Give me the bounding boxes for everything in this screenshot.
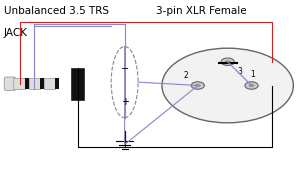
FancyBboxPatch shape bbox=[4, 77, 16, 91]
Bar bbox=[25, 78, 29, 89]
Text: 3-pin XLR Female: 3-pin XLR Female bbox=[156, 6, 247, 16]
Circle shape bbox=[195, 84, 201, 87]
Circle shape bbox=[191, 82, 204, 89]
Bar bbox=[13, 78, 25, 89]
Circle shape bbox=[221, 58, 234, 65]
Circle shape bbox=[245, 82, 258, 89]
Text: 1: 1 bbox=[250, 70, 254, 79]
Circle shape bbox=[162, 48, 293, 123]
Bar bbox=[71, 68, 84, 100]
Text: 2: 2 bbox=[184, 71, 188, 80]
Text: +: + bbox=[121, 97, 129, 107]
Bar bbox=[44, 78, 55, 89]
Bar bbox=[40, 78, 44, 89]
Text: JACK: JACK bbox=[4, 28, 28, 38]
Circle shape bbox=[249, 84, 254, 87]
Bar bbox=[29, 78, 40, 89]
Circle shape bbox=[225, 60, 231, 63]
Bar bbox=[55, 78, 58, 89]
Text: Unbalanced 3.5 TRS: Unbalanced 3.5 TRS bbox=[4, 6, 109, 16]
Text: −: − bbox=[121, 64, 129, 74]
Text: 3: 3 bbox=[237, 67, 242, 76]
